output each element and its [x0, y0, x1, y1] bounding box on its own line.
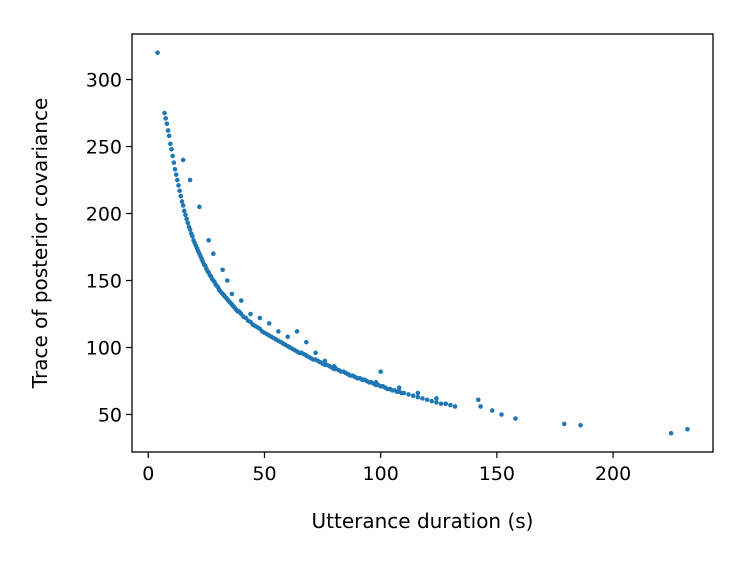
data-point — [190, 234, 195, 239]
data-point — [401, 390, 407, 396]
data-point — [177, 188, 182, 194]
plot-frame — [131, 33, 714, 453]
data-point — [179, 199, 185, 204]
data-point — [173, 172, 179, 177]
data-point — [248, 311, 253, 317]
y-axis: 50 100 150 200 250 300 — [86, 70, 132, 426]
x-axis: 0 50 100 150 200 — [142, 452, 631, 485]
data-point — [169, 146, 174, 152]
data-point — [443, 401, 449, 407]
data-point — [294, 329, 300, 334]
data-point — [285, 334, 291, 340]
data-point — [396, 385, 402, 390]
data-point — [406, 392, 411, 397]
data-point — [378, 369, 383, 374]
y-tick-label: 150 — [86, 271, 122, 293]
data-point — [313, 350, 318, 356]
data-point — [438, 401, 444, 407]
data-point — [359, 377, 365, 382]
data-point — [168, 141, 173, 147]
data-point — [166, 133, 172, 139]
data-point — [162, 110, 167, 116]
x-tick-label: 100 — [363, 463, 399, 485]
x-axis-label: Utterance duration (s) — [312, 509, 534, 533]
data-point — [184, 216, 189, 222]
x-tick-label: 0 — [142, 463, 154, 485]
data-point — [410, 393, 416, 399]
data-point — [178, 193, 184, 199]
x-tick-label: 200 — [595, 463, 631, 485]
data-point — [373, 380, 379, 385]
data-point — [170, 153, 175, 159]
data-point — [220, 267, 225, 273]
data-point — [163, 116, 168, 121]
data-point — [238, 298, 244, 303]
x-tick-label: 150 — [479, 463, 515, 485]
data-point — [187, 177, 193, 183]
data-point — [180, 157, 186, 163]
data-point — [164, 121, 170, 127]
data-point — [424, 397, 430, 403]
data-points — [155, 50, 690, 436]
data-point — [257, 315, 263, 321]
data-point — [155, 50, 160, 56]
data-point — [452, 404, 458, 409]
data-point — [489, 408, 495, 413]
data-point — [429, 398, 435, 404]
data-point — [183, 212, 188, 218]
data-point — [561, 421, 567, 427]
data-point — [266, 321, 272, 326]
data-point — [304, 339, 309, 345]
data-point — [475, 397, 481, 403]
data-point — [181, 208, 187, 214]
data-point — [165, 128, 171, 133]
data-point — [206, 238, 211, 243]
data-point — [171, 160, 177, 165]
data-point — [578, 422, 583, 428]
data-point — [434, 400, 439, 405]
data-point — [668, 430, 674, 436]
y-tick-label: 50 — [98, 404, 122, 426]
data-point — [224, 278, 230, 283]
data-point — [478, 404, 483, 409]
data-point — [513, 416, 518, 421]
data-point — [420, 396, 425, 401]
data-point — [685, 426, 690, 432]
data-point — [276, 329, 281, 334]
plot-background — [132, 34, 713, 452]
data-point — [331, 363, 337, 369]
data-point — [172, 167, 178, 172]
data-point — [434, 396, 439, 401]
y-tick-label: 200 — [86, 204, 122, 226]
y-tick-label: 100 — [86, 338, 122, 360]
x-tick-label: 50 — [252, 463, 276, 485]
data-point — [187, 227, 193, 232]
data-point — [180, 203, 186, 208]
data-point — [345, 371, 351, 377]
data-point — [197, 204, 202, 210]
data-point — [415, 394, 421, 400]
y-tick-label: 250 — [86, 137, 122, 159]
data-point — [322, 358, 328, 364]
data-point — [448, 402, 453, 408]
data-point — [176, 183, 181, 188]
y-axis-label: Trace of posterior covariance — [28, 98, 52, 389]
data-point — [211, 251, 216, 257]
data-point — [415, 390, 421, 396]
data-point — [229, 291, 235, 297]
data-point — [175, 177, 180, 183]
y-tick-label: 300 — [86, 70, 122, 92]
data-point — [185, 220, 191, 226]
data-point — [499, 412, 504, 417]
